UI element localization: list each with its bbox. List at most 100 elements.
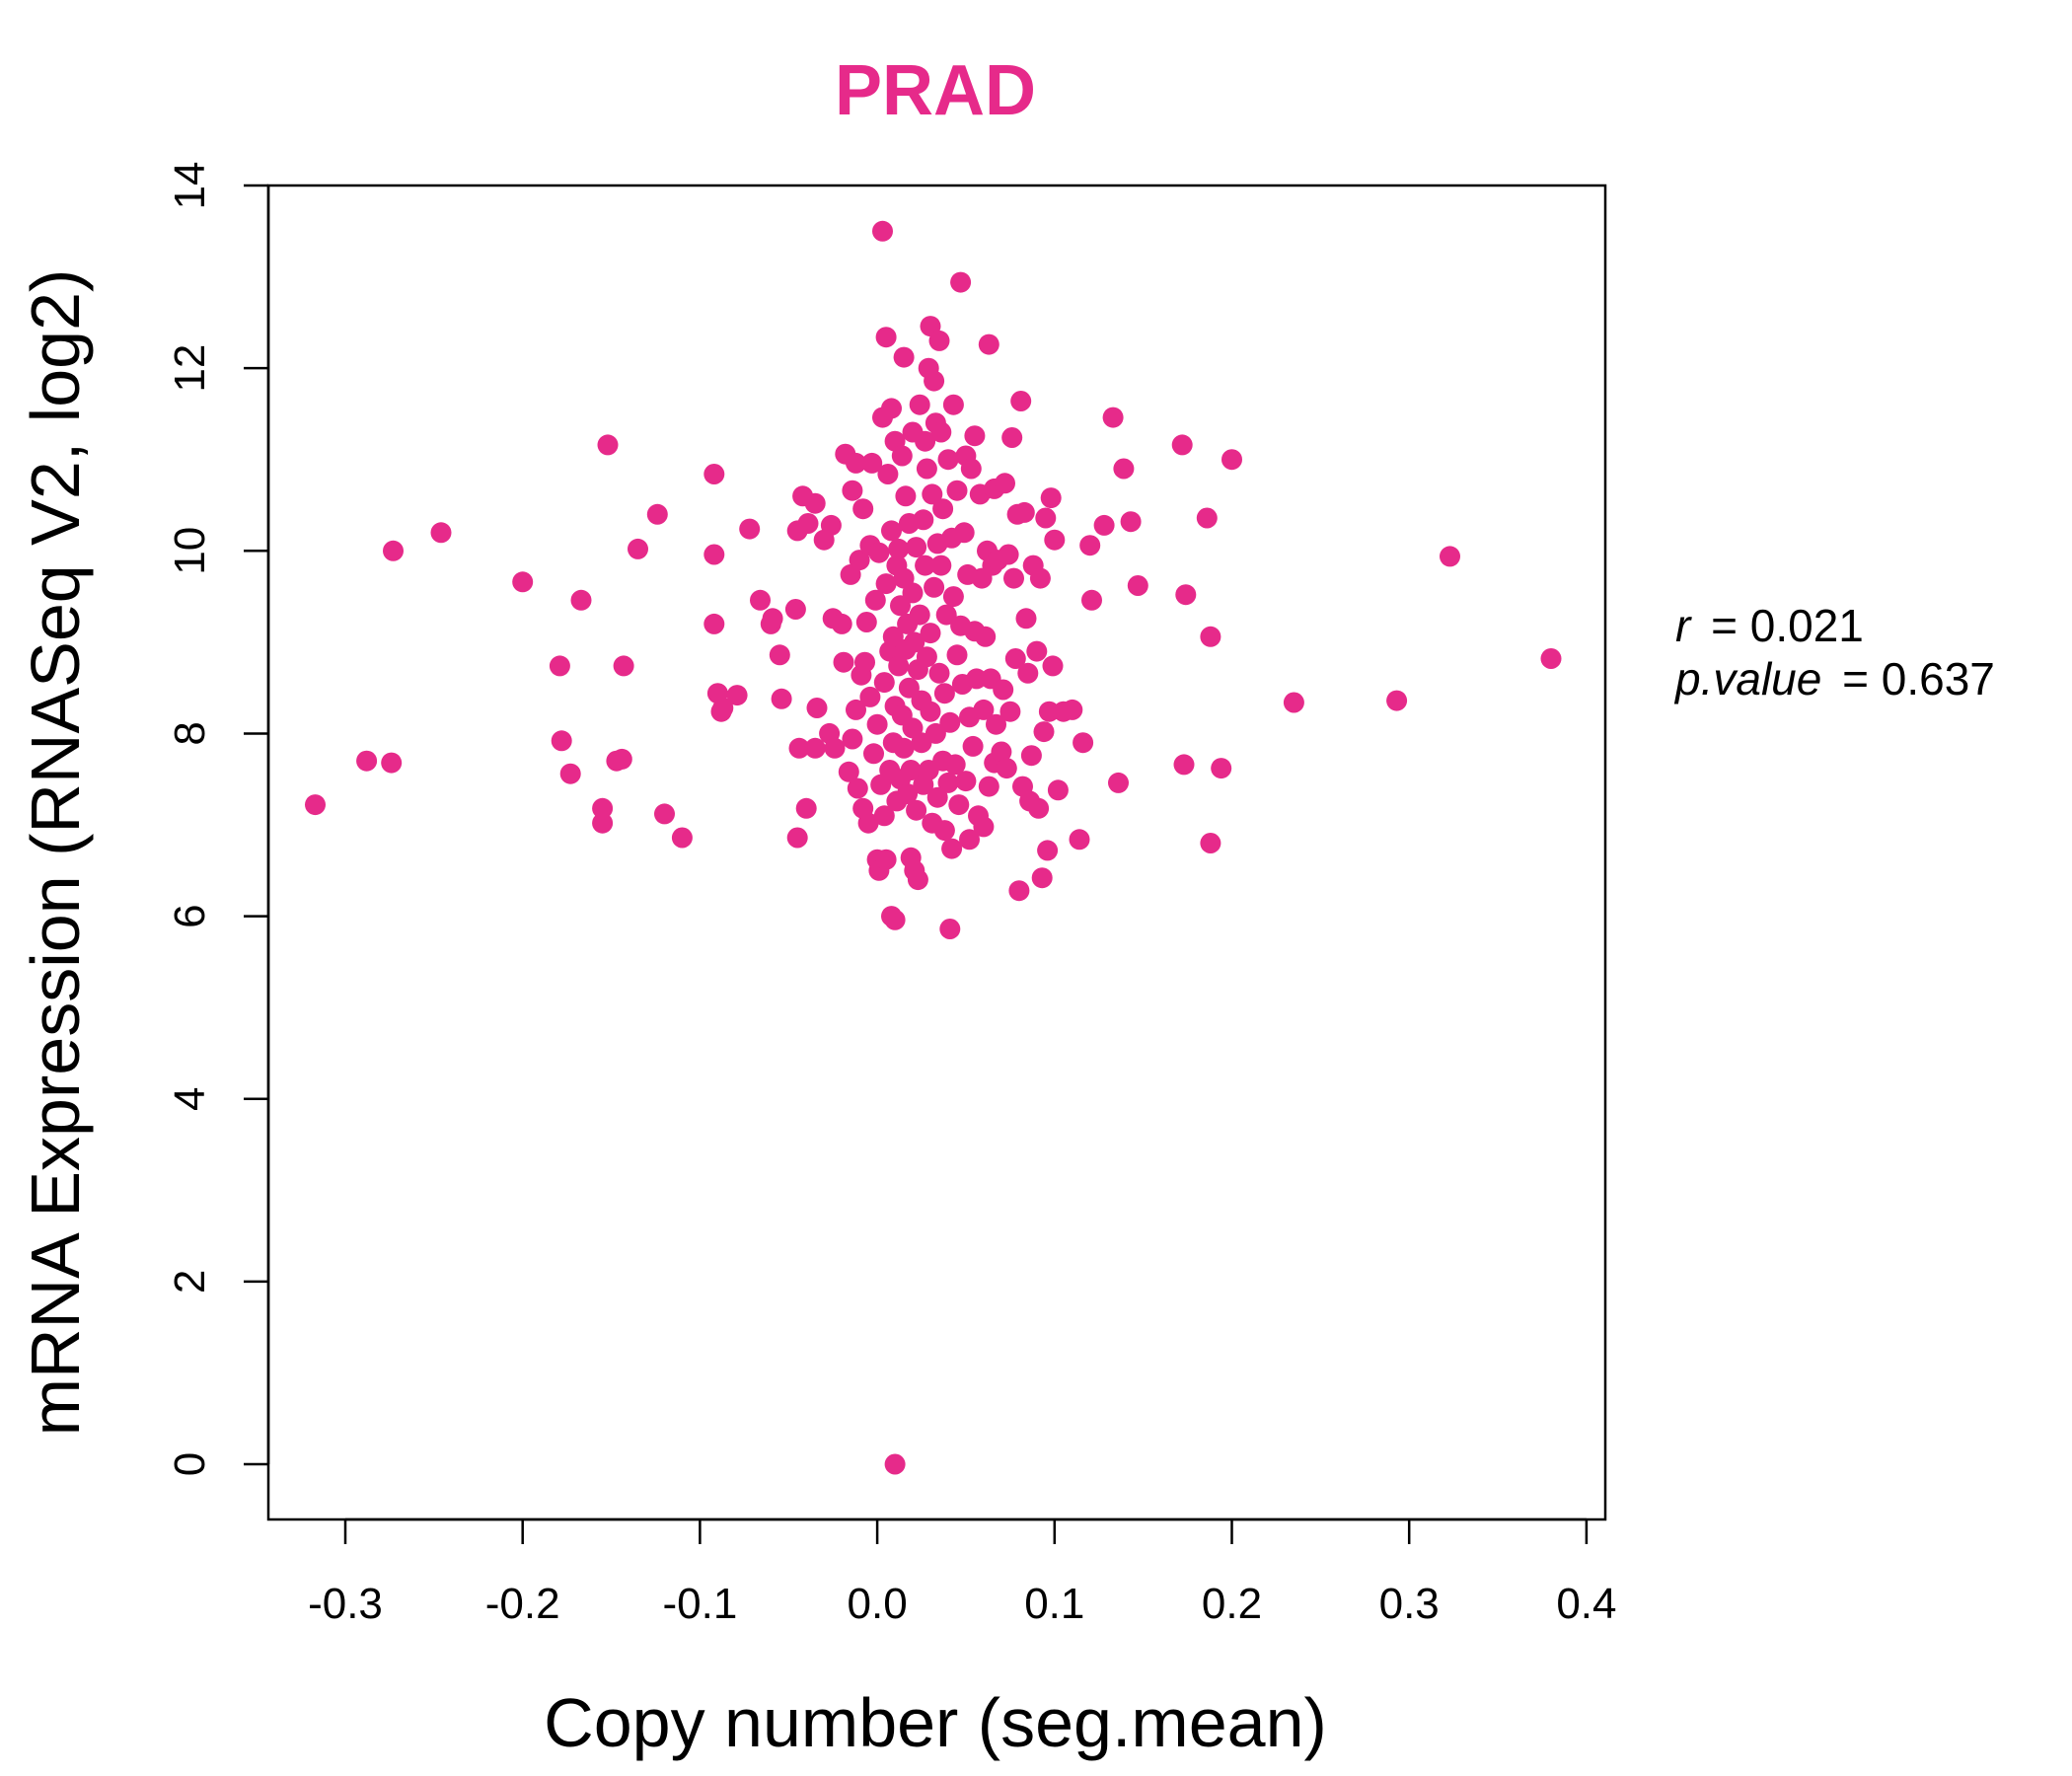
data-point [1003, 567, 1024, 589]
data-point [1175, 584, 1197, 606]
data-point [915, 555, 936, 576]
data-point [771, 688, 792, 709]
data-point [1127, 575, 1148, 596]
data-point [551, 730, 572, 752]
y-tick-label: 14 [166, 162, 214, 210]
data-point [902, 582, 924, 604]
data-point [942, 394, 964, 415]
data-point [986, 713, 1006, 735]
data-point [797, 513, 819, 534]
data-point [305, 794, 326, 816]
data-point [1113, 458, 1135, 480]
data-point [1026, 640, 1048, 662]
x-tick-label: -0.2 [485, 1580, 560, 1628]
data-point [1013, 501, 1035, 523]
data-point [854, 651, 875, 673]
data-point [1044, 529, 1066, 551]
data-point [978, 776, 999, 797]
data-point [784, 599, 806, 620]
data-point [788, 737, 810, 759]
data-point [913, 509, 934, 531]
data-point [907, 869, 928, 891]
data-point [873, 672, 895, 694]
data-point [909, 394, 930, 415]
data-point [962, 735, 984, 757]
data-point [875, 849, 897, 870]
data-point [888, 538, 910, 559]
data-point [842, 480, 863, 501]
data-point [1173, 754, 1195, 776]
stats-p-value: = 0.637 [1842, 653, 1995, 704]
y-tick-label: 0 [166, 1452, 214, 1476]
data-point [549, 655, 570, 677]
data-point [978, 333, 999, 355]
data-point [937, 449, 959, 471]
data-point [975, 626, 997, 647]
data-point [1020, 745, 1042, 767]
data-point [999, 701, 1021, 722]
data-point [1033, 721, 1055, 743]
data-point [769, 644, 790, 666]
data-point [1037, 840, 1059, 861]
data-point [739, 518, 761, 540]
data-point [1008, 880, 1030, 902]
data-point [1081, 589, 1102, 611]
data-point [924, 370, 945, 392]
data-point [859, 686, 881, 707]
data-point [1093, 514, 1115, 536]
data-point [948, 794, 970, 816]
data-point [654, 803, 675, 825]
data-point [855, 612, 877, 632]
x-tick-label: 0.3 [1379, 1580, 1440, 1628]
data-point [993, 679, 1014, 701]
data-point [872, 220, 893, 242]
data-point [996, 758, 1017, 779]
data-points [305, 220, 1562, 1475]
data-point [786, 827, 808, 849]
data-point [893, 346, 915, 368]
data-point [750, 589, 771, 611]
data-point [941, 838, 963, 859]
y-tick-label: 6 [166, 904, 214, 927]
data-point [1120, 511, 1142, 533]
data-point [939, 711, 961, 733]
data-point [1540, 648, 1562, 669]
data-point [944, 754, 966, 776]
data-point [942, 586, 964, 608]
data-point [881, 398, 902, 419]
y-tick-label: 2 [166, 1270, 214, 1294]
data-point [804, 737, 826, 759]
data-point [1004, 648, 1026, 669]
data-point [1196, 507, 1218, 529]
data-point [1001, 427, 1023, 448]
data-point [1200, 626, 1221, 647]
x-tick-label: 0.4 [1556, 1580, 1616, 1628]
data-point [891, 445, 913, 467]
data-point [852, 498, 874, 520]
data-point [930, 421, 952, 443]
x-axis-title: Copy number (seg.mean) [544, 1684, 1327, 1761]
data-point [909, 604, 930, 626]
chart-title: PRAD [835, 51, 1036, 130]
data-point [1102, 407, 1124, 428]
data-point [877, 464, 899, 484]
stats-p-label: p.value [1673, 653, 1821, 704]
data-point [1069, 829, 1090, 851]
data-point [611, 748, 632, 770]
data-point [937, 772, 959, 793]
data-point [1079, 535, 1101, 556]
stats-r-label: r [1675, 600, 1692, 651]
data-point [592, 812, 614, 834]
data-point [873, 805, 895, 827]
y-tick-label: 12 [166, 344, 214, 393]
data-point [904, 631, 925, 653]
data-point [893, 737, 915, 759]
data-point [383, 540, 404, 561]
data-point [953, 522, 975, 544]
data-point [831, 613, 852, 634]
data-point [933, 683, 955, 704]
data-point [804, 492, 826, 514]
data-point [868, 542, 890, 563]
data-point [1440, 546, 1460, 567]
